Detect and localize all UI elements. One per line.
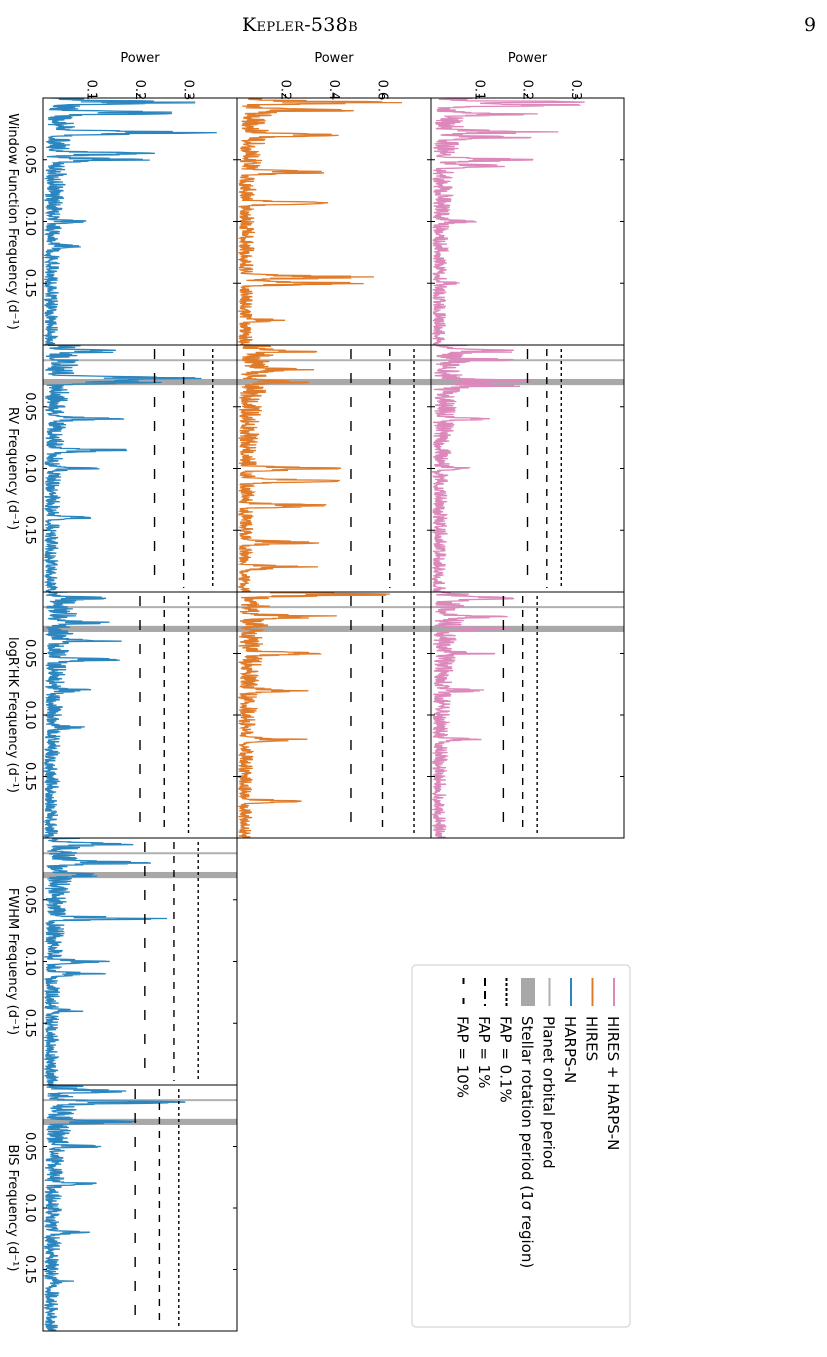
legend-label: HIRES + HARPS-N [604,1016,622,1150]
power-axis-label: Power [508,51,548,66]
freq-axis-label: FWHM Frequency (d⁻¹) [5,888,20,1035]
freq-tick-label: 0.05 [22,392,37,421]
legend-label: FAP = 10% [454,1016,472,1098]
power-tick-label: 0.1 [84,80,99,101]
panel-harpsn-logrhk [42,591,238,839]
legend-label: FAP = 1% [475,1016,493,1088]
panel-hires-logrhk [236,591,432,839]
legend-label: HIRES [583,1016,601,1061]
freq-tick-label: 0.15 [22,1255,37,1284]
panel-harpsn-rv [42,344,238,593]
legend-label: FAP = 0.1% [497,1016,515,1103]
power-axis-label: Power [314,51,354,66]
legend-label: HARPS-N [561,1016,579,1083]
panel-combined-window: 0.1 0.2 0.3 Power [430,51,625,346]
periodogram-line [237,592,390,838]
freq-axis-label: BIS Frequency (d⁻¹) [5,1145,20,1272]
periodogram-line [43,838,168,1085]
power-tick-label: 0.2 [132,80,147,101]
freq-tick-label: 0.10 [22,207,37,236]
power-tick-label: 0.2 [278,80,293,101]
freq-tick-label: 0.05 [22,639,37,668]
panel-harpsn-bis [42,1084,238,1332]
freq-tick-label: 0.15 [22,1009,37,1038]
freq-tick-label: 0.15 [22,516,37,545]
periodogram-line [43,1085,186,1331]
periodogram-line [431,345,536,592]
freq-axis-label: Window Function Frequency (d⁻¹) [5,113,20,330]
power-tick-label: 0.4 [326,80,341,101]
power-tick-label: 0.3 [568,80,583,101]
periodogram-line [431,592,515,838]
freq-tick-label: 0.10 [22,454,37,483]
rotation-band [43,871,237,879]
power-tick-label: 0.3 [181,80,196,101]
power-axis-label: Power [120,51,160,66]
rotation-band [43,1118,237,1125]
periodogram-line [432,98,585,345]
periodogram-line [43,345,202,592]
panel-combined-logrhk [430,591,625,839]
rotation-band [431,625,624,632]
power-tick-label: 0.6 [375,80,390,101]
freq-axis-label: logR′HK Frequency (d⁻¹) [5,637,20,793]
freq-tick-label: 0.05 [22,145,37,174]
freq-axis-label: RV Frequency (d⁻¹) [5,407,20,530]
freq-tick-label: 0.15 [22,269,37,298]
panel-hires-window: 0.2 0.4 0.6 Power [236,51,432,346]
periodogram-line [43,592,122,838]
panel-harpsn-fwhm [42,837,238,1086]
freq-tick-label: 0.05 [22,885,37,914]
page-number: 9 [804,14,817,36]
panel-combined-rv [430,344,625,593]
periodogram-line [237,98,403,345]
freq-tick-label: 0.10 [22,947,37,976]
power-tick-label: 0.2 [520,80,535,101]
panel-hires-rv [236,344,432,593]
periodogram-line [43,98,217,345]
periodogram-line [237,345,342,592]
legend-label: Stellar rotation period (1σ region) [518,1016,536,1268]
legend-label: Planet orbital period [540,1016,558,1169]
freq-tick-label: 0.15 [22,762,37,791]
freq-tick-label: 0.10 [22,701,37,730]
freq-tick-label: 0.05 [22,1132,37,1161]
page-header-title: Kepler-538b [242,14,358,36]
legend-box [411,964,631,1328]
legend-swatch [521,978,535,1006]
panel-harpsn-window: 0.1 0.2 0.3 Power [42,51,238,346]
rotation-band [237,378,431,386]
power-tick-label: 0.1 [471,80,486,101]
freq-tick-label: 0.10 [22,1194,37,1223]
rotation-band [237,625,431,632]
